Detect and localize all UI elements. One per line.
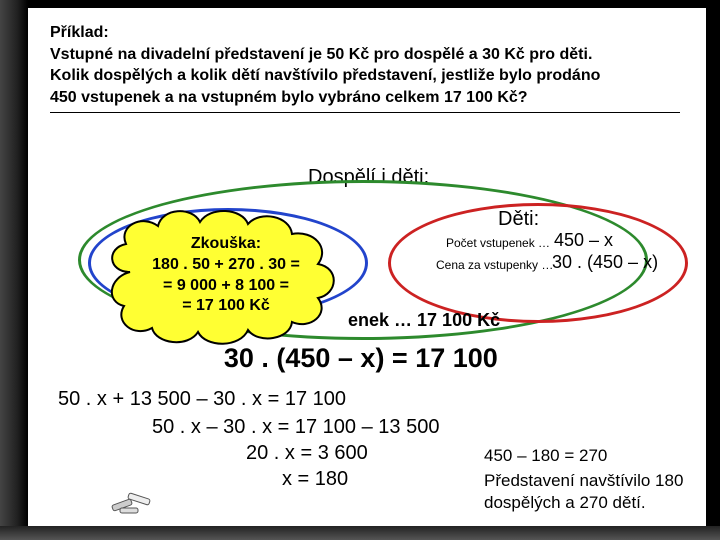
cloud-l3: = 17 100 Kč [182,297,270,314]
cloud-title: Zkouška: [191,235,261,252]
frame-left [0,0,28,540]
total-price-line: enek … 17 100 Kč [348,310,500,331]
children-count-prefix: Počet vstupenek … [446,236,550,250]
eq-step-3: 20 . x = 3 600 [246,442,368,465]
problem-line2: Kolik dospělých a kolik dětí navštívilo … [50,67,600,84]
children-count-value: 450 – x [554,230,613,251]
whiteboard: Příklad: Vstupné na divadelní představen… [28,8,706,526]
cloud-l2: = 9 000 + 8 100 = [163,277,289,294]
cloud-l1: 180 . 50 + 270 . 30 = [152,256,300,273]
eq-step-4: x = 180 [282,468,348,491]
chalk-icon [106,468,166,518]
eq-step-2: 50 . x – 30 . x = 17 100 – 13 500 [152,416,439,439]
result-calc: 450 – 180 = 270 [484,446,607,466]
children-price-prefix: Cena za vstupenky … [436,258,553,272]
problem-statement: Příklad: Vstupné na divadelní představen… [50,22,680,113]
eq-main-right: 30 . (450 – x) = 17 100 [216,343,497,373]
children-label: Děti: [498,208,539,231]
main-equation: 50.x+ 30 . (450 – x) = 17 100 [148,343,498,374]
frame-bottom [0,526,720,540]
verification-cloud: Zkouška: 180 . 50 + 270 . 30 = = 9 000 +… [116,224,336,334]
result-text: Představení navštívilo 180 dospělých a 2… [484,470,694,514]
problem-line1: Vstupné na divadelní představení je 50 K… [50,46,592,63]
problem-line3: 450 vstupenek a na vstupném bylo vybráno… [50,89,528,106]
cloud-content: Zkouška: 180 . 50 + 270 . 30 = = 9 000 +… [116,234,336,317]
problem-title: Příklad: [50,24,109,41]
children-price-value: 30 . (450 – x) [552,252,658,273]
eq-step-1: 50 . x + 13 500 – 30 . x = 17 100 [58,388,346,411]
